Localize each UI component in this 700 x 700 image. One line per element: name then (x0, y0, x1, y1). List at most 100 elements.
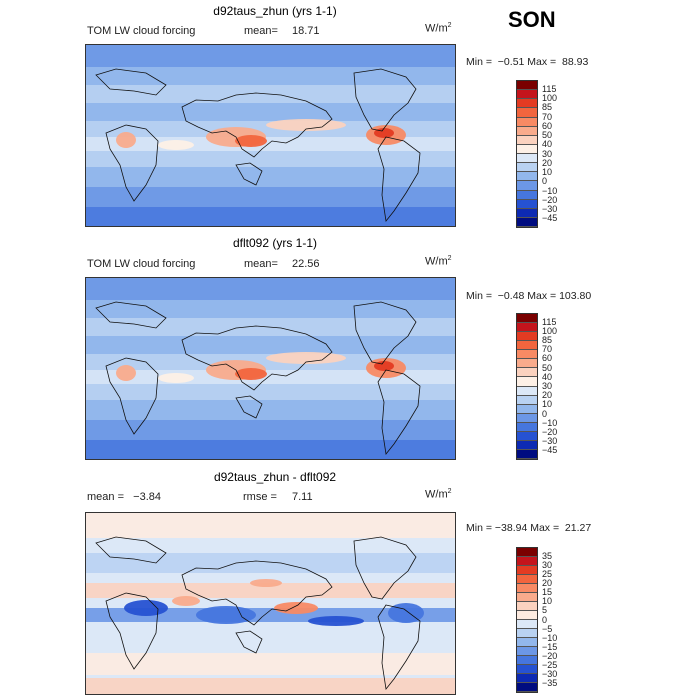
colorbar-level-label: −5 (542, 623, 553, 634)
colorbar-swatch (517, 217, 537, 227)
colorbar-level-label: −20 (542, 651, 558, 661)
colorbar-level-label: 20 (542, 157, 553, 168)
panel-2-title: dflt092 (yrs 1-1) (232, 236, 318, 250)
colorbar-level-label: 10 (542, 399, 553, 410)
colorbar-level-label: 40 (542, 371, 553, 382)
colorbar-swatch (517, 422, 537, 432)
colorbar-swatch (517, 395, 537, 405)
colorbar-level-label: −10 (542, 632, 558, 643)
colorbar-swatch (517, 620, 537, 629)
panel-3-title: d92taus_zhun - dflt092 (213, 470, 337, 484)
colorbar-level-label: −45 (542, 445, 558, 456)
colorbar-swatch (517, 386, 537, 396)
colorbar-level-label: 85 (542, 335, 553, 346)
colorbar-swatch (517, 368, 537, 378)
colorbar-level-label: 40 (542, 139, 553, 150)
colorbar-swatch (517, 413, 537, 423)
colorbar-level-label: 5 (542, 605, 548, 616)
panel-1-colorbar (516, 80, 538, 228)
panel-1-map (85, 44, 456, 227)
colorbar-swatch (517, 172, 537, 182)
panel-1-units: W/m2 (425, 22, 452, 35)
colorbar-swatch (517, 90, 537, 100)
colorbar-swatch (517, 593, 537, 602)
colorbar-swatch (517, 566, 537, 575)
colorbar-swatch (517, 629, 537, 638)
colorbar-level-label: 70 (542, 111, 553, 122)
colorbar-swatch (517, 683, 537, 692)
colorbar-level-label: 30 (542, 559, 553, 570)
colorbar-level-label: −10 (542, 185, 558, 196)
colorbar-swatch (517, 638, 537, 647)
colorbar-level-label: 115 (542, 83, 557, 94)
panel-2-field-label: TOM LW cloud forcing (87, 258, 196, 270)
colorbar-swatch (517, 341, 537, 351)
colorbar-swatch (517, 584, 537, 593)
colorbar-swatch (517, 190, 537, 200)
colorbar-swatch (517, 647, 537, 656)
season-title: SON (508, 7, 556, 32)
panel-1-stat-value: 18.71 (292, 25, 320, 37)
panel-3-units: W/m2 (425, 488, 452, 501)
colorbar-swatch (517, 154, 537, 164)
colorbar-level-label: 10 (542, 167, 553, 177)
panel-3-colorbar (516, 547, 538, 693)
panel-3-stat-label: rmse = (243, 491, 277, 503)
colorbar-level-label: −20 (542, 194, 558, 205)
panel-3-map (85, 512, 456, 695)
colorbar-level-label: −35 (542, 678, 558, 689)
colorbar-level-label: 70 (542, 344, 553, 355)
colorbar-level-label: 0 (542, 408, 548, 419)
colorbar-level-label: 30 (542, 381, 553, 391)
colorbar-swatch (517, 656, 537, 665)
colorbar-swatch (517, 350, 537, 360)
colorbar-level-label: 115 (542, 316, 557, 327)
colorbar-level-label: −45 (542, 213, 558, 224)
colorbar-swatch (517, 449, 537, 459)
colorbar-level-label: −25 (542, 660, 558, 671)
panel-1-title: d92taus_zhun (yrs 1-1) (213, 4, 337, 18)
colorbar-swatch (517, 575, 537, 584)
colorbar-swatch (517, 431, 537, 441)
colorbar-swatch (517, 323, 537, 333)
panel-2-min-max: Min = −0.48 Max = 103.80 (466, 290, 592, 302)
colorbar-swatch (517, 208, 537, 218)
colorbar-swatch (517, 181, 537, 191)
colorbar-swatch (517, 674, 537, 683)
panel-2-units: W/m2 (425, 255, 452, 268)
colorbar-swatch (517, 611, 537, 620)
colorbar-level-label: 85 (542, 102, 553, 113)
colorbar-level-label: −30 (542, 669, 558, 680)
panel-2-colorbar (516, 313, 538, 460)
colorbar-swatch (517, 404, 537, 414)
colorbar-swatch (517, 557, 537, 566)
colorbar-level-label: 50 (542, 130, 553, 140)
colorbar-level-label: 0 (542, 614, 548, 625)
colorbar-level-label: 60 (542, 353, 553, 364)
colorbar-level-label: 50 (542, 362, 553, 373)
colorbar-swatch (517, 135, 537, 145)
colorbar-level-label: 0 (542, 176, 548, 187)
colorbar-level-label: −30 (542, 204, 558, 214)
panel-3-mean-label: mean = −3.84 (87, 491, 161, 503)
colorbar-level-label: 100 (542, 325, 558, 336)
panel-2-map (85, 277, 456, 460)
panel-3-stat-value: 7.11 (292, 491, 313, 503)
colorbar-swatch (517, 332, 537, 342)
colorbar-level-label: −10 (542, 417, 558, 428)
colorbar-level-label: 10 (542, 596, 553, 607)
panel-2-stat-value: 22.56 (292, 258, 320, 270)
colorbar-swatch (517, 548, 537, 557)
colorbar-level-label: 60 (542, 120, 553, 131)
colorbar-swatch (517, 665, 537, 674)
colorbar-level-label: 100 (542, 93, 558, 103)
panel-1-field-label: TOM LW cloud forcing (87, 25, 196, 37)
colorbar-swatch (517, 144, 537, 154)
colorbar-swatch (517, 359, 537, 369)
colorbar-level-label: 20 (542, 578, 553, 588)
panel-2-stat-label: mean= (244, 258, 278, 270)
panel-1-stat-label: mean= (244, 25, 278, 37)
colorbar-level-label: 25 (542, 568, 553, 579)
colorbar-level-label: −15 (542, 641, 558, 652)
colorbar-level-label: −20 (542, 426, 558, 437)
